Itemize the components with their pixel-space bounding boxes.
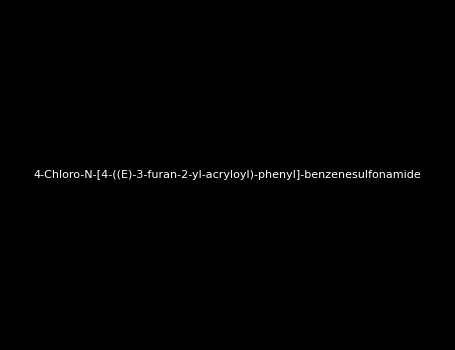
- Text: 4-Chloro-N-[4-((E)-3-furan-2-yl-acryloyl)-phenyl]-benzenesulfonamide: 4-Chloro-N-[4-((E)-3-furan-2-yl-acryloyl…: [34, 170, 421, 180]
